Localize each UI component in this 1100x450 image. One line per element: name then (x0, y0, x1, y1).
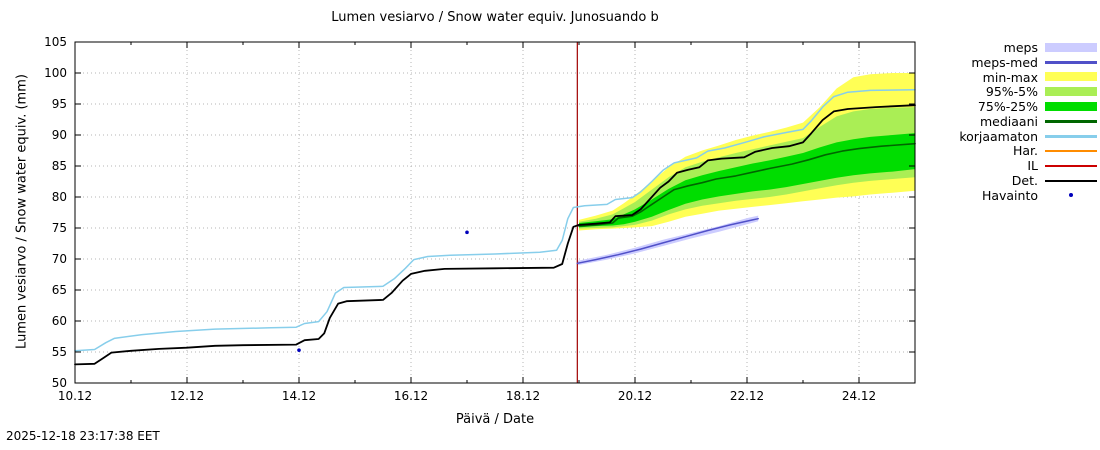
x-tick-label: 10.12 (58, 389, 92, 403)
legend-swatch-line (1045, 159, 1097, 173)
band-meps (577, 215, 759, 266)
y-tick-label: 85 (52, 159, 67, 173)
legend-label: Havainto (981, 187, 1038, 203)
y-tick-label: 50 (52, 376, 67, 390)
legend-item-meps: meps (959, 40, 1097, 55)
line-det- (74, 104, 916, 366)
line-meps-med (576, 217, 759, 265)
y-tick-label: 75 (52, 221, 67, 235)
y-axis-label: Lumen vesiarvo / Snow water equiv. (mm) (14, 74, 30, 349)
x-tick-label: 24.12 (842, 389, 876, 403)
axis-ticks (74, 41, 916, 384)
legend-swatch-line (1045, 174, 1097, 188)
observation-point (465, 230, 469, 235)
y-tick-label: 90 (52, 128, 67, 142)
chart-legend: meps meps-med min-max 95%-5% 75%-25% mediaani… (959, 40, 1097, 203)
legend-swatch-line (1045, 114, 1097, 128)
line-mediaani (578, 142, 916, 227)
y-tick-label: 70 (52, 252, 67, 266)
legend-item-korjaamaton: korjaamaton (959, 129, 1097, 144)
generation-timestamp: 2025-12-18 23:17:38 EET (6, 429, 160, 443)
legend-label: meps-med (971, 54, 1038, 70)
y-tick-label: 65 (52, 283, 67, 297)
x-axis-label: Päivä / Date (455, 412, 535, 427)
legend-label: Har. (1012, 143, 1038, 159)
y-tick-label: 55 (52, 345, 67, 359)
band-75-25- (579, 133, 915, 228)
x-tick-label: 18.12 (506, 389, 540, 403)
x-tick-label: 22.12 (730, 389, 764, 403)
y-tick-label: 100 (44, 66, 67, 80)
legend-label: IL (1027, 158, 1038, 174)
legend-label: Det. (1011, 173, 1038, 189)
y-tick-label: 105 (44, 35, 67, 49)
plot-border (74, 41, 916, 384)
legend-swatch-band (1045, 70, 1097, 84)
legend-swatch-band (1045, 40, 1097, 54)
line-korjaamaton (74, 88, 916, 352)
legend-swatch-point (1045, 188, 1097, 202)
legend-swatch-line (1045, 144, 1097, 158)
y-tick-label: 80 (52, 190, 67, 204)
legend-swatch-band (1045, 100, 1097, 114)
observation-point (297, 348, 301, 352)
legend-label: 95%-5% (985, 84, 1038, 100)
legend-label: min-max (982, 69, 1038, 85)
x-tick-label: 16.12 (394, 389, 428, 403)
legend-item-har: Har. (959, 143, 1097, 159)
legend-item-mediaani: mediaani (959, 114, 1097, 129)
y-tick-label: 95 (52, 97, 67, 111)
legend-item-75-25: 75%-25% (959, 99, 1097, 114)
x-tick-label: 12.12 (170, 389, 204, 403)
legend-item-det: Det. (959, 173, 1097, 188)
legend-item-meps-med: meps-med (959, 55, 1097, 70)
legend-label: 75%-25% (977, 99, 1038, 115)
legend-label: meps (1003, 39, 1038, 55)
legend-swatch-line (1045, 55, 1097, 69)
legend-item-min-max: min-max (959, 70, 1097, 85)
x-tick-label: 14.12 (282, 389, 316, 403)
legend-item-havainto: Havainto (959, 188, 1097, 203)
legend-label: korjaamaton (959, 128, 1038, 144)
chart-title: Lumen vesiarvo / Snow water equiv. Junos… (331, 10, 659, 25)
legend-label: mediaani (980, 113, 1038, 129)
gridlines (74, 41, 915, 384)
legend-swatch-band (1045, 85, 1097, 99)
legend-item-95-5: 95%-5% (959, 84, 1097, 99)
legend-swatch-line (1045, 129, 1097, 143)
x-tick-label: 20.12 (618, 389, 652, 403)
legend-item-il: IL (959, 158, 1097, 173)
y-tick-label: 60 (52, 314, 67, 328)
